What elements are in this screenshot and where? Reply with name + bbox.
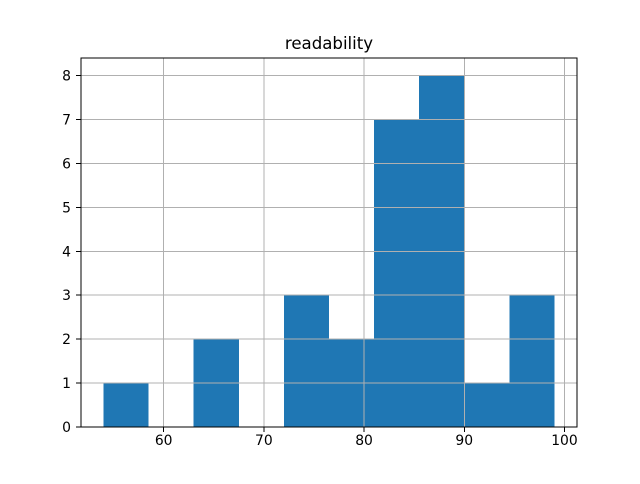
x-tick-label: 70: [255, 433, 273, 449]
y-tick-label: 2: [62, 332, 71, 348]
x-tick-label: 90: [455, 433, 473, 449]
y-tick-label: 3: [62, 288, 71, 304]
y-tick-label: 4: [62, 244, 71, 260]
histogram-bar: [374, 119, 420, 427]
x-tick-label: 100: [551, 433, 578, 449]
y-tick-label: 5: [62, 200, 71, 216]
chart-title: readability: [285, 34, 373, 53]
x-tick-labels: 60 70 80 90 100: [155, 433, 578, 449]
x-tick-label: 60: [155, 433, 173, 449]
axes-spines-layer: [80, 57, 578, 428]
histogram-bar: [464, 383, 510, 427]
y-tick-label: 6: [62, 156, 71, 172]
histogram-bar: [283, 295, 329, 427]
histogram-bar: [509, 295, 555, 427]
x-tick-label: 80: [355, 433, 373, 449]
y-tick-label: 0: [62, 420, 71, 436]
y-tick-label: 1: [62, 376, 71, 392]
axes-spines: [80, 57, 578, 428]
y-tick-label: 8: [62, 69, 71, 85]
y-tick-label: 7: [62, 113, 71, 129]
y-tick-labels: 0 1 2 3 4 5 6 7 8: [62, 69, 71, 436]
histogram-bar: [103, 383, 149, 427]
tick-marks-layer: [76, 75, 565, 432]
